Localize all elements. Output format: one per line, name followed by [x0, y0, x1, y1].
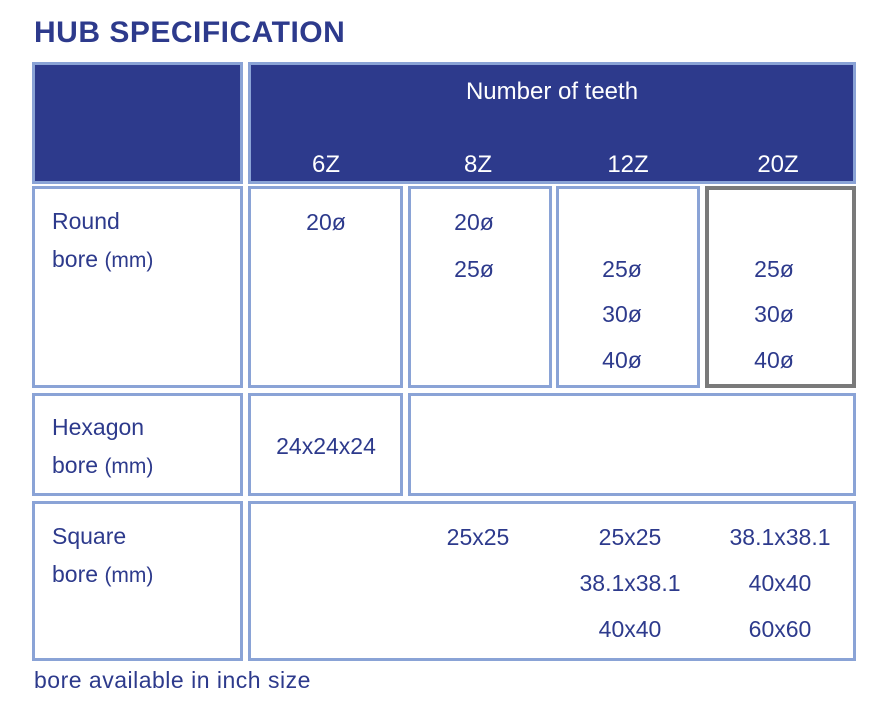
round-8z-value-1: 20ø [454, 209, 494, 235]
hexagon-bore-label: Hexagon bore (mm) [52, 408, 153, 486]
square-12z-value-2: 38.1x38.1 [579, 570, 681, 596]
round-20z-value-2: 30ø [754, 301, 794, 327]
header-corner-cell [32, 62, 243, 184]
round-20z-cell: 25ø 30ø 40ø [705, 186, 856, 388]
square-label-unit: (mm) [104, 564, 154, 587]
round-6z-value-1: 20ø [306, 209, 346, 235]
square-12z-value-3: 40x40 [598, 616, 662, 642]
square-12z-value-1: 25x25 [598, 524, 662, 550]
round-12z-value-1: 25ø [602, 256, 642, 282]
square-label-line1: Square [52, 523, 127, 549]
square-label-line2: bore [52, 561, 99, 587]
round-8z-cell: 20ø 25ø [408, 186, 552, 388]
teeth-group-label: Number of teeth [465, 78, 639, 105]
footer-note: bore available in inch size [34, 667, 311, 693]
hexagon-label-unit: (mm) [104, 455, 154, 478]
hexagon-6z-value: 24x24x24 [276, 433, 376, 459]
hexagon-empty-cell [408, 393, 856, 496]
column-header-6z: 6Z [311, 151, 340, 178]
hexagon-label-line2: bore [52, 452, 99, 478]
square-20z-value-3: 60x60 [748, 616, 812, 642]
square-8z-value-1: 25x25 [446, 524, 510, 550]
round-label-line1: Round [52, 208, 120, 234]
hexagon-bore-label-cell: Hexagon bore (mm) [32, 393, 243, 496]
round-6z-cell: 20ø [248, 186, 403, 388]
round-20z-value-3: 40ø [754, 347, 794, 373]
hexagon-label-line1: Hexagon [52, 414, 145, 440]
column-header-8z: 8Z [463, 151, 492, 178]
round-label-unit: (mm) [104, 249, 154, 272]
round-8z-value-2: 25ø [454, 256, 494, 282]
round-12z-value-2: 30ø [602, 301, 642, 327]
column-header-12z: 12Z [607, 151, 649, 178]
round-label-line2: bore [52, 246, 99, 272]
round-bore-label: Round bore (mm) [52, 202, 153, 280]
square-bore-label-cell: Square bore (mm) [32, 501, 243, 661]
square-20z-value-1: 38.1x38.1 [729, 524, 831, 550]
round-12z-cell: 25ø 30ø 40ø [556, 186, 700, 388]
square-20z-value-2: 40x40 [748, 570, 812, 596]
header-teeth-cell: Number of teeth 6Z 8Z 12Z 20Z [248, 62, 856, 184]
column-header-20z: 20Z [757, 151, 799, 178]
hexagon-6z-cell: 24x24x24 [248, 393, 403, 496]
page-title: HUB SPECIFICATION [34, 16, 346, 49]
round-12z-value-3: 40ø [602, 347, 642, 373]
round-bore-label-cell: Round bore (mm) [32, 186, 243, 388]
square-values-cell: 25x25 25x25 38.1x38.1 40x40 38.1x38.1 40… [248, 501, 856, 661]
square-bore-label: Square bore (mm) [52, 517, 153, 595]
round-20z-value-1: 25ø [754, 256, 794, 282]
